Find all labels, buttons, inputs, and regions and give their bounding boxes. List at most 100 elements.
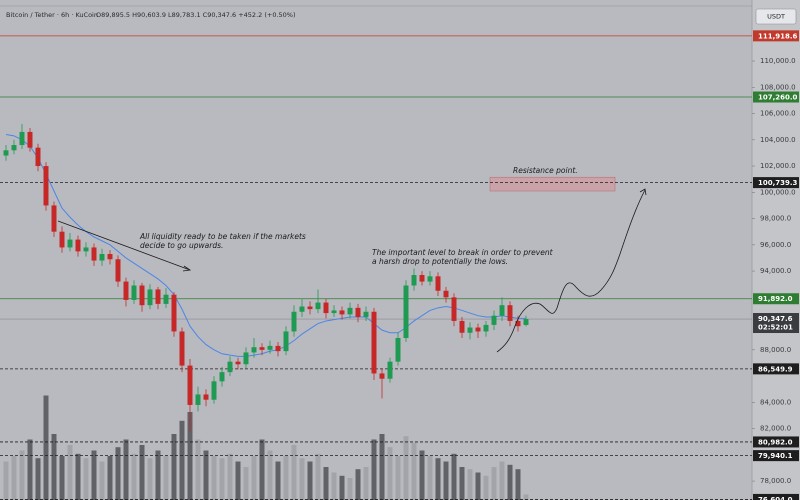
candle-body — [147, 289, 153, 306]
volume-bar — [267, 450, 273, 500]
drawings — [57, 188, 647, 353]
candle-body — [371, 311, 377, 374]
level-badge — [753, 363, 799, 375]
volume-bar — [283, 456, 289, 500]
candle-body — [347, 307, 353, 315]
annotation-text: The important level to break in order to… — [372, 248, 554, 257]
volume-bar — [371, 439, 377, 500]
candle-body — [139, 285, 145, 306]
candle-body — [387, 361, 393, 379]
candle-body — [411, 275, 417, 286]
candle-body — [11, 145, 17, 151]
level-badge — [753, 91, 799, 103]
candle-body — [515, 320, 521, 327]
candle-body — [83, 247, 89, 252]
candle-body — [203, 394, 209, 400]
candle-body — [75, 239, 81, 252]
candle-body — [259, 347, 265, 350]
ohlc-legend: O89,895.5 H90,603.9 L89,783.1 C90,347.6 … — [96, 11, 296, 19]
candle-body — [483, 324, 489, 332]
price-axis-panel — [752, 0, 800, 500]
annotation-text: All liquidity ready to be taken if the m… — [139, 232, 306, 241]
volume-bar — [211, 456, 217, 500]
arrow-head — [182, 265, 192, 272]
volume-bar — [307, 461, 313, 500]
level-badge — [753, 30, 799, 42]
volume-bar — [387, 447, 393, 500]
candle-body — [451, 297, 457, 321]
resistance-label: Resistance point. — [513, 166, 578, 175]
candle-body — [355, 307, 361, 318]
moving-average — [5, 134, 526, 357]
volume-bar — [523, 494, 529, 500]
volume-bar — [11, 456, 17, 500]
volume-bar — [179, 420, 185, 500]
candle-body — [523, 319, 529, 325]
candle-body — [283, 331, 289, 352]
volume-bar — [107, 456, 113, 500]
volume-bar — [59, 456, 65, 500]
candle-body — [131, 285, 137, 300]
candle-body — [123, 281, 129, 300]
currency-label[interactable]: USDT — [767, 13, 785, 21]
candle-body — [115, 259, 121, 282]
y-tick-label: 98,000.0 — [760, 215, 791, 223]
volume-bar — [331, 472, 337, 500]
candle-body — [475, 327, 481, 332]
volume-bar — [435, 458, 441, 500]
volume-bar — [275, 461, 281, 500]
candle-body — [507, 305, 513, 321]
level-badge — [753, 493, 799, 500]
volume-bar — [163, 456, 169, 500]
candle-body — [299, 306, 305, 312]
levels-layer — [0, 35, 752, 500]
volume-layer — [3, 395, 529, 500]
volume-bar — [235, 461, 241, 500]
candle-body — [171, 294, 177, 332]
y-tick-label: 106,000.0 — [760, 110, 796, 118]
volume-bar — [35, 458, 41, 500]
volume-bar — [379, 434, 385, 500]
y-tick-label: 104,000.0 — [760, 136, 796, 144]
candle-body — [43, 166, 49, 206]
candle-body — [91, 247, 97, 261]
currency-box[interactable] — [755, 8, 797, 25]
candle-body — [331, 310, 337, 314]
candle-body — [419, 275, 425, 282]
level-label: 111,918.6 — [758, 32, 798, 40]
y-tick-label: 94,000.0 — [760, 267, 791, 275]
candle-body — [491, 315, 497, 325]
volume-bar — [91, 450, 97, 500]
candle-body — [27, 131, 33, 148]
candle-body — [195, 394, 201, 405]
level-badge — [753, 436, 799, 448]
volume-bar — [507, 464, 513, 500]
candle-body — [35, 147, 41, 167]
candle-body — [235, 361, 241, 365]
candle-body — [323, 302, 329, 314]
volume-bar — [243, 467, 249, 500]
volume-bar — [67, 445, 73, 500]
volume-bar — [43, 395, 49, 500]
y-tick-label: 110,000.0 — [760, 57, 796, 65]
candle-body — [179, 331, 185, 366]
candle-body — [459, 320, 465, 333]
y-tick-label: 96,000.0 — [760, 241, 791, 249]
y-tick-label: 84,000.0 — [760, 398, 791, 406]
volume-bar — [499, 461, 505, 500]
volume-bar — [299, 458, 305, 500]
annotation-text: a harsh drop to potentially the lows. — [372, 257, 508, 266]
volume-bar — [171, 434, 177, 500]
projection-arrow-head — [639, 188, 647, 196]
volume-bar — [395, 456, 401, 500]
volume-bar — [403, 436, 409, 500]
volume-bar — [467, 469, 473, 500]
volume-bar — [3, 461, 9, 500]
symbol-title: Bitcoin / Tether · 6h · KuCoin — [6, 11, 98, 19]
candle-body — [59, 231, 65, 248]
volume-bar — [259, 439, 265, 500]
candle-body — [403, 285, 409, 339]
candle-body — [443, 290, 449, 298]
